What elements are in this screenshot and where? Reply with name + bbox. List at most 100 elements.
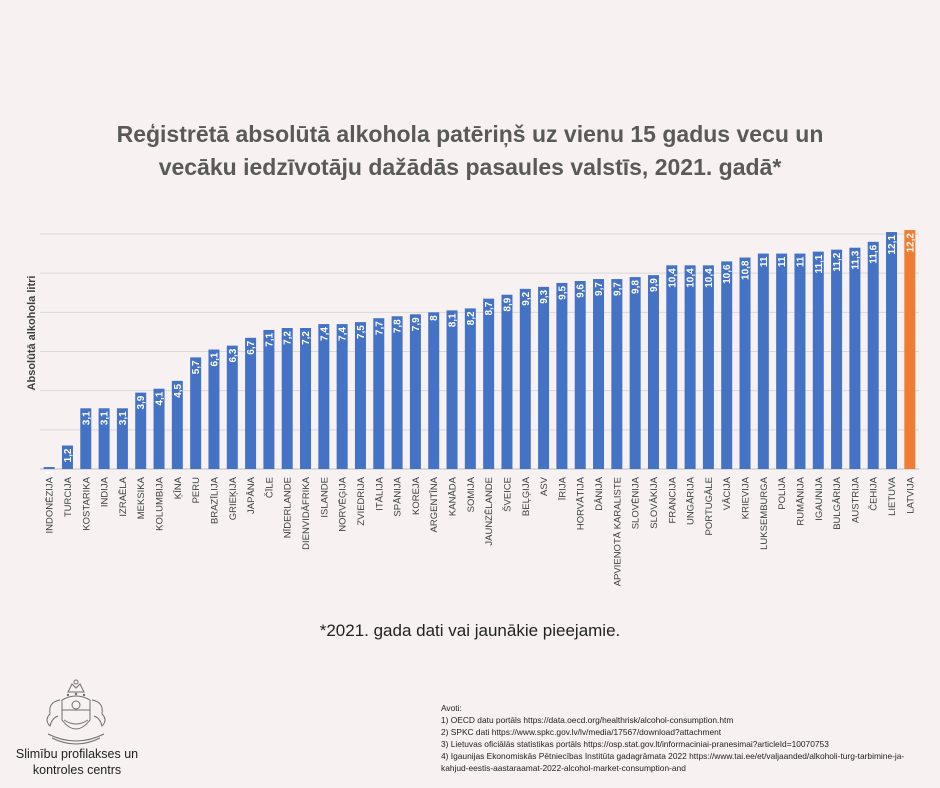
category-label: VĀCIJA: [722, 476, 733, 510]
bar: [318, 324, 330, 469]
bar-value-label: 11,6: [869, 244, 880, 263]
bar: [391, 316, 403, 469]
bar: [409, 314, 421, 469]
category-label: BEĻĢIJA: [521, 476, 532, 516]
bar-value-label: 3,1: [100, 411, 111, 425]
category-label: ZVIEDRIJA: [356, 476, 367, 525]
bar-value-label: 9,8: [631, 280, 642, 294]
bar: [538, 286, 550, 469]
bar-value-label: 3,1: [118, 411, 129, 425]
bar-value-label: 8,7: [484, 301, 495, 315]
bar: [98, 408, 110, 469]
category-label: ASV: [539, 476, 550, 496]
chart-title: Reģistrētā absolūtā alkohola patēriņš uz…: [60, 118, 880, 184]
category-label: BRAZĪLIJA: [209, 476, 220, 524]
bar-value-label: 8: [429, 315, 440, 321]
bar-value-label: 11,3: [850, 250, 861, 269]
category-label: IGAUNIJA: [814, 476, 825, 520]
category-label: MEKSIKA: [136, 476, 147, 519]
category-labels: INDONĒZIJA TURCIJA KOSTARIKA INDIJA IZRAĒLA M…: [45, 476, 917, 586]
category-label: FRANCIJA: [667, 476, 678, 523]
category-label: DIENVIDĀFRIKA: [301, 476, 312, 550]
category-label: ŠVEICE: [502, 477, 513, 512]
bar: [904, 230, 916, 469]
source-item-4: 4) Igaunijas Ekonomiskās Pētniecības Ins…: [441, 751, 905, 773]
category-label: KRIEVIJA: [741, 476, 752, 519]
bar-value-label: 8,2: [466, 311, 477, 325]
bar-value-label: 6,1: [209, 352, 220, 366]
category-label: ČEHIJA: [869, 476, 880, 510]
bar: [171, 380, 183, 469]
bar: [666, 265, 678, 469]
source-item-1: 1) OECD datu portāls https://data.oecd.o…: [441, 715, 734, 725]
category-label: JAPĀNA: [246, 476, 257, 514]
category-label: ISLANDE: [319, 477, 330, 518]
category-label: APVIENOTĀ KARALISTE: [612, 477, 623, 586]
category-label: SOMIJA: [466, 476, 477, 512]
bar: [593, 279, 605, 469]
category-label: KANĀDA: [448, 476, 459, 516]
bar: [116, 408, 128, 469]
bar-chart: 0,1 1,2 3,1 3,1 3,1 3,9 4,1 4,5 5,7 6,1 6,3 6,7 7,1 7…: [26, 230, 919, 586]
source-item-3: 3) Lietuvas oficiālās statistikas portāl…: [441, 739, 829, 749]
category-label: GRIEĶIJA: [228, 476, 239, 520]
bar-value-label: 9,5: [557, 286, 568, 300]
category-label: KOREJA: [411, 476, 422, 515]
bar-value-label: 11,2: [832, 252, 843, 271]
bar: [647, 275, 659, 469]
bar-value-label: 7,2: [283, 331, 294, 345]
category-label: AUSTRIJA: [850, 476, 861, 523]
organization-name-line-2: kontroles centrs: [32, 763, 122, 777]
category-label: PERU: [191, 477, 202, 504]
bar-value-label: 9,7: [612, 282, 623, 296]
bar: [812, 251, 824, 469]
organization-name-line-1: Slimību profilakses un: [15, 747, 139, 761]
bar-value-label: 10,4: [686, 268, 697, 288]
category-label: LATVIJA: [905, 476, 916, 513]
bar-value-label: 4,1: [155, 391, 166, 405]
bar-value-label: 10,4: [667, 268, 678, 288]
bar-value-label: 10,6: [722, 264, 733, 284]
bar-value-label: 6,3: [228, 348, 239, 362]
bar-value-label: 11: [795, 256, 806, 267]
category-label: ĶĪNA: [173, 476, 184, 499]
bar: [135, 392, 147, 469]
chart-title-line-1: Reģistrētā absolūtā alkohola patēriņš uz…: [116, 121, 824, 147]
bar-value-label: 10,4: [704, 268, 715, 288]
bar-value-label: 9,9: [649, 278, 660, 292]
bar-value-label: 7,9: [411, 317, 422, 331]
bar: [574, 281, 586, 469]
bar-value-label: 8,9: [502, 297, 513, 311]
category-label: ČĪLE: [264, 477, 275, 498]
bar: [61, 445, 73, 469]
category-label: SLOVĀKIJA: [649, 476, 660, 528]
category-label: SPĀNIJA: [393, 476, 404, 516]
category-label: ĪRIJA: [557, 476, 568, 500]
bar: [446, 310, 458, 469]
category-label: DĀNIJA: [594, 476, 605, 510]
bar: [556, 282, 568, 469]
bar-value-label: 3,9: [136, 395, 147, 409]
bar: [611, 279, 623, 469]
category-label: KOSTARIKA: [81, 476, 92, 530]
category-label: PORTUGĀLE: [704, 477, 715, 535]
bar-value-label: 9,7: [594, 282, 605, 296]
bar-value-label: 4,5: [173, 383, 184, 397]
bar-value-label: 9,2: [521, 291, 532, 305]
bar: [831, 249, 843, 469]
bar-value-label: 12,2: [905, 233, 916, 253]
bars: 0,1 1,2 3,1 3,1 3,1 3,9 4,1 4,5 5,7 6,1 6,3 6,7 7,1 7…: [43, 230, 916, 484]
bar: [483, 298, 495, 469]
category-label: BULGĀRIJA: [832, 476, 843, 529]
bar: [354, 322, 366, 469]
category-label: TURCIJA: [63, 476, 74, 517]
bar-value-label: 7,5: [356, 325, 367, 339]
gridlines: [40, 233, 919, 470]
category-label: HORVĀTIJA: [576, 476, 587, 530]
bar: [428, 312, 440, 469]
sources: Avoti: 1) OECD datu portāls https://data…: [441, 702, 926, 774]
bar-value-label: 0,1: [45, 470, 56, 484]
bar: [281, 328, 293, 469]
bar: [208, 349, 220, 469]
bar: [794, 253, 806, 469]
